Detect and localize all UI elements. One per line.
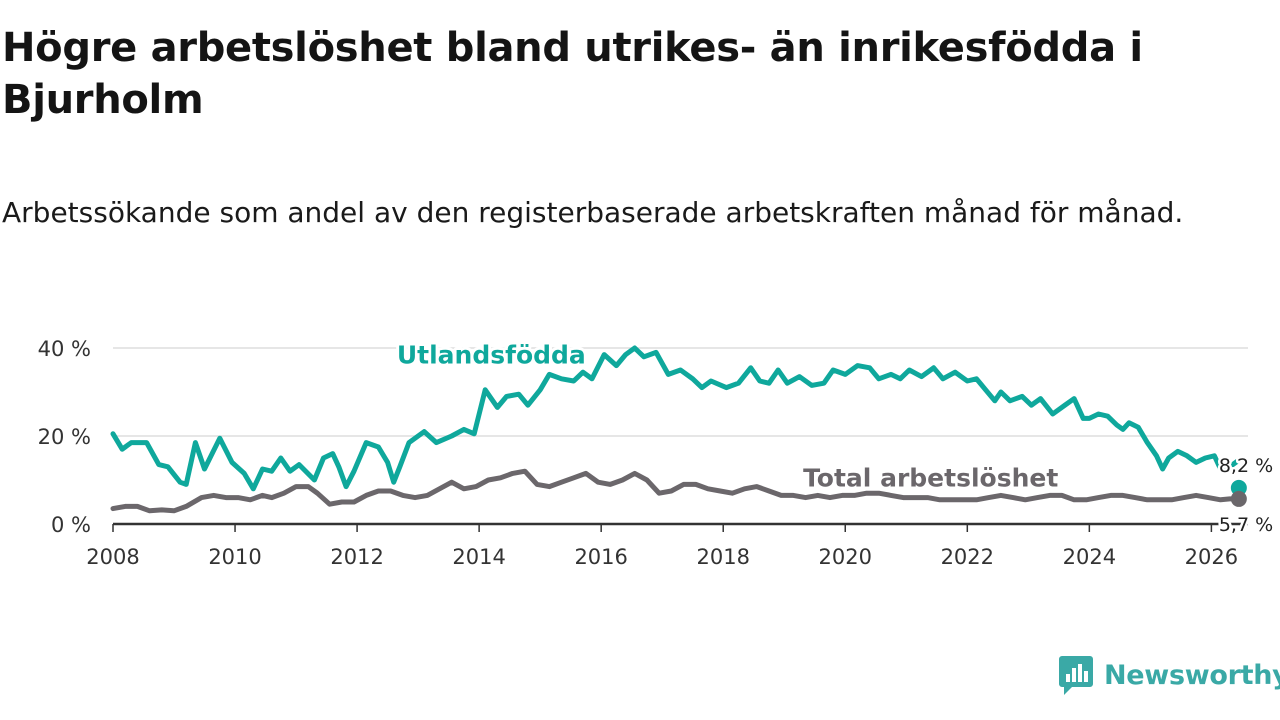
brand-name: Newsworthy: [1104, 659, 1280, 691]
brand-logo: Newsworthy: [1058, 652, 1280, 698]
series-line-total: [110, 468, 1242, 514]
x-tick-label: 2008: [86, 545, 139, 569]
end-marker-total: [1230, 490, 1247, 507]
grid-layer: [113, 347, 1248, 437]
series-label-total: Total arbetslöshet: [803, 464, 1058, 493]
series-line-utlandsfodda: [110, 345, 1242, 492]
x-tick-label: 2014: [452, 545, 505, 569]
x-tick-label: 2022: [941, 545, 994, 569]
newsworthy-logo-icon: [1059, 656, 1093, 695]
end-marker-utlandsfodda: [1230, 479, 1247, 496]
axis-layer: 0 % 20 % 40 % 2008 2010 2012 2014 2016 2018 2020 2…: [38, 337, 1248, 569]
end-value-label: 5,7 %: [1219, 514, 1273, 536]
x-tick-label: 2018: [696, 545, 749, 569]
y-tick-label: 20 %: [38, 425, 91, 449]
chart-title: Högre arbetslöshet bland utrikes- än inr…: [2, 25, 1143, 123]
x-tick-label: 2016: [574, 545, 627, 569]
series-label-utlandsfodda: Utlandsfödda: [397, 340, 586, 369]
end-value-label: 8,2 %: [1219, 455, 1273, 477]
x-tick-label: 2012: [330, 545, 383, 569]
x-tick-label: 2020: [819, 545, 872, 569]
chart-subtitle: Arbetssökande som andel av den registerb…: [2, 196, 1184, 229]
x-tick-label: 2024: [1063, 545, 1116, 569]
y-tick-label: 0 %: [51, 513, 91, 537]
line-chart: 0 % 20 % 40 % 2008 2010 2012 2014 2016 2018 2020 2…: [38, 337, 1276, 569]
x-tick-label: 2010: [208, 545, 261, 569]
y-tick-label: 40 %: [38, 337, 91, 361]
series-layer: [110, 345, 1242, 514]
x-tick-label: 2026: [1185, 545, 1238, 569]
label-layer: Utlandsfödda Total arbetslöshet 8,2 % 5,7 %: [394, 337, 1276, 538]
